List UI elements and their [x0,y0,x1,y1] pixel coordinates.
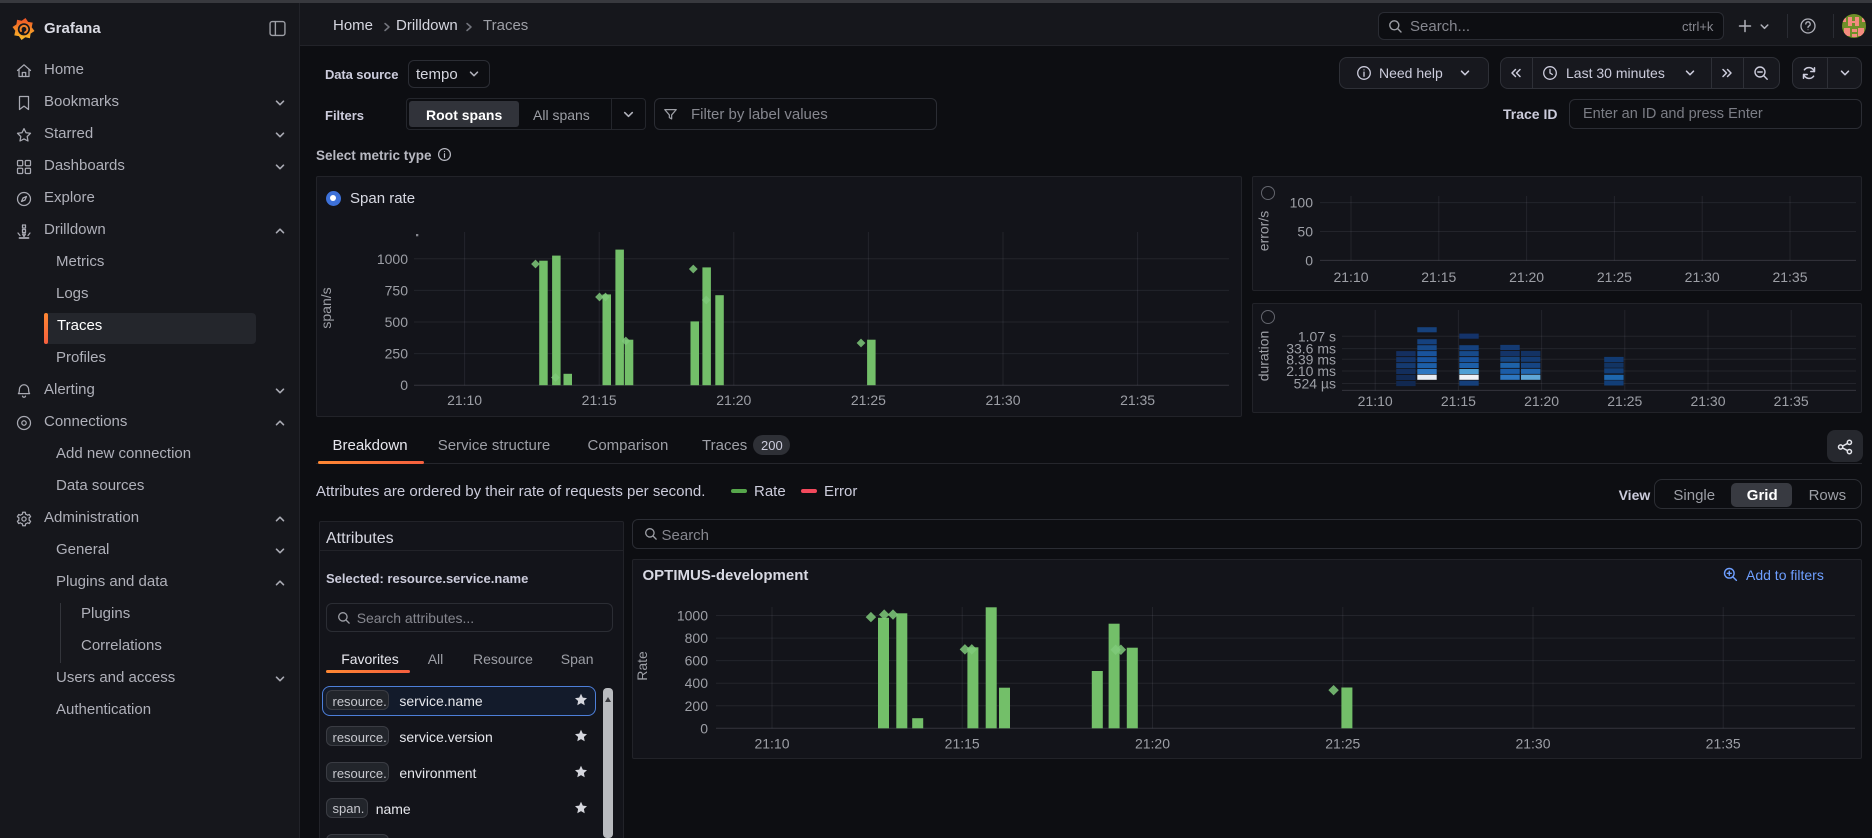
svg-text:21:15: 21:15 [1441,393,1476,409]
svg-text:21:15: 21:15 [1421,269,1456,285]
svg-text:400: 400 [685,675,709,691]
svg-text:500: 500 [385,314,409,330]
svg-text:21:25: 21:25 [1597,269,1632,285]
svg-text:21:35: 21:35 [1120,392,1155,408]
svg-text:21:25: 21:25 [851,392,886,408]
svg-text:600: 600 [685,653,709,669]
svg-text:21:10: 21:10 [754,736,789,752]
svg-text:21:20: 21:20 [1135,736,1170,752]
svg-text:524 µs: 524 µs [1294,376,1336,392]
svg-text:21:30: 21:30 [1515,736,1550,752]
svg-text:200: 200 [685,698,709,714]
svg-text:1000: 1000 [677,608,708,624]
svg-text:21:20: 21:20 [1524,393,1559,409]
svg-text:250: 250 [385,346,409,362]
svg-text:21:15: 21:15 [582,392,617,408]
svg-text:21:20: 21:20 [1509,269,1544,285]
svg-text:1.07 s: 1.07 s [1298,328,1336,344]
svg-text:Rate: Rate [634,651,650,681]
svg-text:100: 100 [1290,195,1314,211]
svg-text:750: 750 [385,282,409,298]
svg-text:50: 50 [1297,224,1313,240]
svg-text:21:15: 21:15 [945,736,980,752]
svg-text:21:30: 21:30 [1690,393,1725,409]
svg-text:21:10: 21:10 [447,392,482,408]
svg-text:21:35: 21:35 [1774,393,1809,409]
svg-text:21:35: 21:35 [1772,269,1807,285]
svg-text:21:25: 21:25 [1607,393,1642,409]
svg-text:0: 0 [400,377,408,393]
svg-text:21:25: 21:25 [1325,736,1360,752]
svg-text:1000: 1000 [377,251,408,267]
svg-text:2.10 ms: 2.10 ms [1286,363,1336,379]
svg-text:21:35: 21:35 [1706,736,1741,752]
svg-text:span/s: span/s [318,287,334,328]
svg-text:33.6 ms: 33.6 ms [1286,341,1336,357]
svg-text:21:10: 21:10 [1333,269,1368,285]
svg-text:21:20: 21:20 [716,392,751,408]
svg-text:0: 0 [1305,252,1313,268]
svg-text:21:10: 21:10 [1358,393,1393,409]
svg-text:0: 0 [700,720,708,736]
svg-text:21:30: 21:30 [985,392,1020,408]
svg-text:800: 800 [685,630,709,646]
svg-text:duration: duration [1256,331,1272,382]
svg-text:21:30: 21:30 [1685,269,1720,285]
svg-text:error/s: error/s [1256,211,1272,251]
svg-text:8.39 ms: 8.39 ms [1286,351,1336,367]
